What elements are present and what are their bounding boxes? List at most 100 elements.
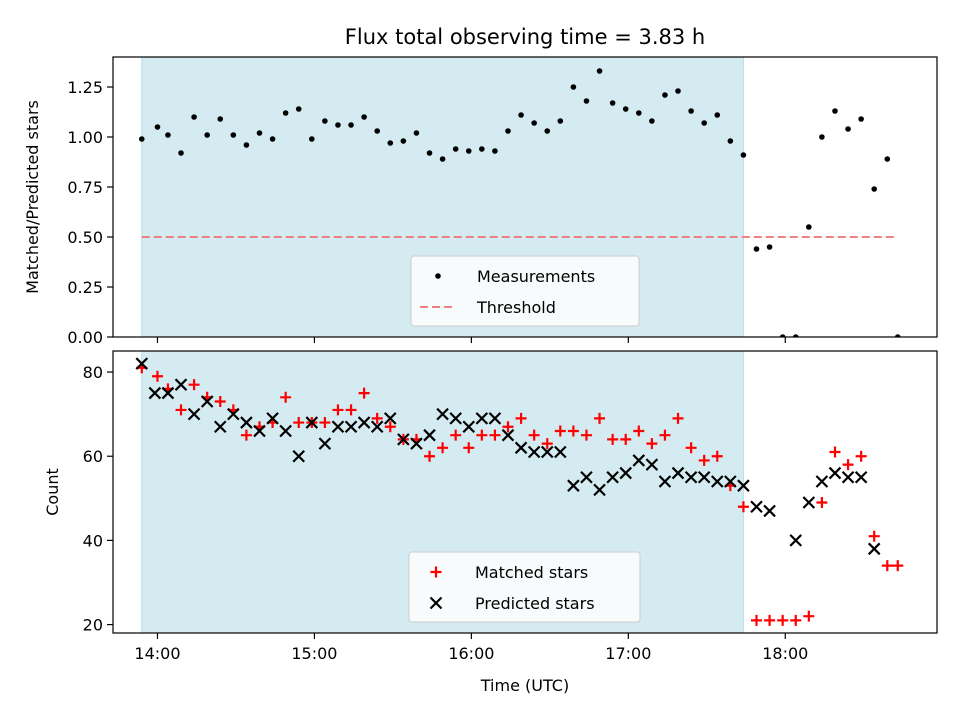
measurement-point	[400, 138, 407, 144]
measurement-point	[894, 334, 901, 337]
measurement-point	[374, 128, 381, 134]
predicted-star-point	[540, 445, 554, 459]
measurement-point	[819, 134, 825, 140]
matched-star-point	[594, 412, 606, 424]
predicted-star-point	[671, 466, 685, 480]
matched-star-point	[489, 429, 501, 441]
chart-title: Flux total observing time = 3.83 h	[345, 25, 705, 49]
measurement-point	[335, 122, 341, 128]
measurement-point	[295, 106, 302, 112]
matched-star-point	[790, 614, 802, 626]
x-tick-label: 14:00	[134, 644, 180, 663]
predicted-star-point	[240, 416, 253, 429]
measurement-point	[583, 98, 590, 104]
measurement-point	[154, 124, 161, 130]
measurement-point	[282, 110, 289, 116]
measurement-point	[544, 128, 551, 134]
predicted-star-point	[567, 479, 580, 492]
predicted-star-point	[227, 407, 240, 421]
predicted-star-point	[789, 534, 803, 547]
measurement-point	[505, 128, 511, 134]
matched-star-point	[293, 417, 305, 429]
matched-star-point	[424, 450, 436, 462]
matched-star-point	[319, 417, 331, 429]
bottom-axes-frame	[112, 350, 938, 634]
measurement-point	[309, 136, 315, 142]
matched-star-point	[646, 438, 658, 450]
measurement-point	[806, 224, 812, 230]
measurement-point	[165, 132, 171, 138]
measurement-point	[740, 152, 747, 158]
x-tick-label: 18:00	[762, 644, 808, 663]
predicted-star-point	[828, 466, 842, 480]
measurement-point	[322, 118, 328, 124]
measurement-point	[884, 156, 891, 162]
predicted-star-point	[187, 407, 201, 421]
measurement-point	[570, 84, 577, 90]
measurement-point	[479, 146, 485, 152]
matched-star-point	[345, 404, 357, 416]
predicted-star-point	[423, 428, 436, 442]
predicted-star-point	[279, 424, 292, 438]
matched-star-point	[698, 454, 710, 466]
predicted-star-point	[384, 412, 397, 425]
predicted-star-point	[449, 412, 462, 425]
predicted-star-point	[357, 416, 371, 429]
predicted-star-point	[514, 441, 528, 455]
matched-star-point	[188, 379, 200, 391]
predicted-star-point	[331, 420, 345, 434]
matched-star-point	[620, 433, 632, 445]
predicted-star-point	[135, 357, 149, 370]
measurement-point	[256, 130, 263, 136]
x-tick-label: 16:00	[448, 644, 494, 663]
measurement-point	[662, 92, 668, 98]
measurement-point	[858, 116, 864, 122]
predicted-star-point	[815, 475, 829, 488]
top-y-tick-label: 0.25	[67, 278, 103, 297]
legend-label: Threshold	[476, 298, 556, 317]
predicted-star-point	[658, 475, 672, 488]
matched-star-point	[541, 438, 553, 450]
predicted-star-point	[619, 466, 632, 480]
predicted-star-point	[213, 420, 227, 434]
matched-star-point	[332, 404, 344, 416]
matched-star-point	[803, 610, 815, 622]
predicted-star-point	[724, 475, 737, 488]
matched-star-point	[567, 425, 579, 437]
predicted-star-point	[501, 428, 515, 442]
measurement-point	[387, 140, 394, 146]
measurement-point	[518, 112, 524, 118]
measurement-point	[766, 244, 773, 250]
measurement-point	[753, 246, 760, 252]
matched-star-point	[554, 425, 566, 437]
matched-star-point	[868, 530, 880, 542]
x-axis-label: Time (UTC)	[480, 676, 569, 695]
measurement-point	[609, 100, 616, 106]
matched-star-point	[842, 459, 854, 471]
legend-matched-marker	[430, 566, 442, 578]
matched-star-point	[476, 429, 488, 441]
predicted-star-point	[750, 500, 763, 514]
predicted-star-point	[737, 479, 750, 492]
measurement-point	[871, 186, 878, 192]
top-y-tick-label: 0.75	[67, 178, 103, 197]
measurement-point	[269, 136, 276, 142]
x-tick-label: 17:00	[605, 644, 651, 663]
matched-star-point	[580, 429, 592, 441]
top-y-axis-label: Matched/Predicted stars	[23, 100, 42, 294]
measurement-point	[635, 110, 642, 116]
matched-star-point	[685, 442, 697, 454]
legend-label: Matched stars	[475, 563, 588, 582]
matched-star-point	[450, 429, 462, 441]
measurement-point	[531, 120, 537, 126]
matched-star-point	[711, 450, 723, 462]
bottom-y-tick-label: 20	[83, 616, 103, 635]
predicted-star-point	[841, 470, 855, 484]
matched-star-point	[371, 412, 383, 424]
matched-star-point	[816, 497, 828, 509]
matched-star-point	[502, 421, 514, 433]
matched-star-point	[214, 396, 226, 408]
top-y-tick-label: 0.50	[67, 228, 103, 247]
measurement-point	[465, 148, 472, 154]
